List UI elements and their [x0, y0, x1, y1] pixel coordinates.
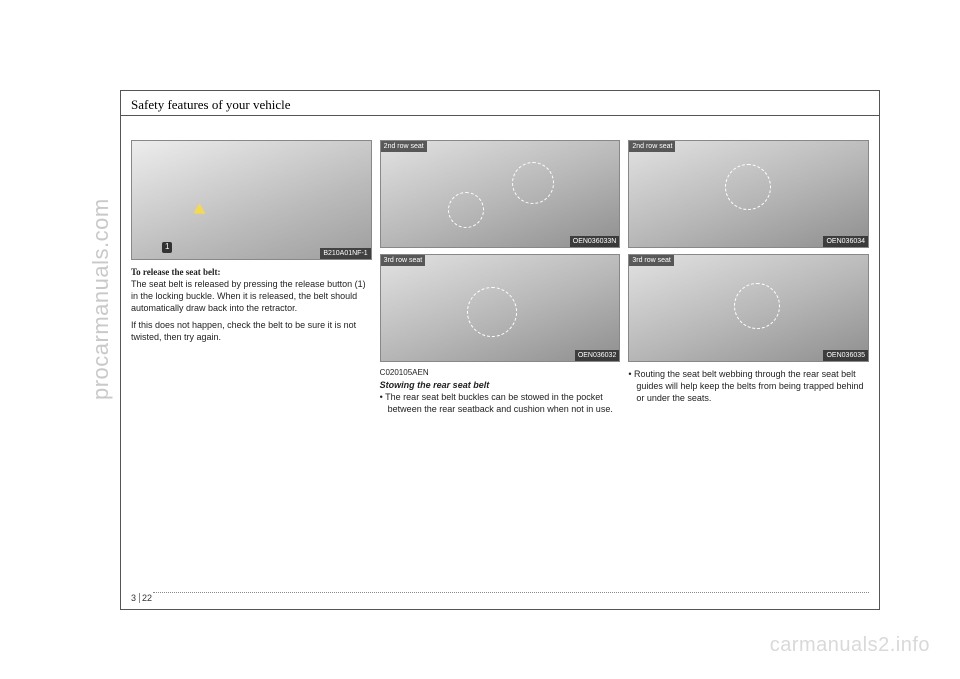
arrow-icon: [191, 203, 206, 218]
highlight-circle: [467, 287, 517, 337]
column-2: 2nd row seat OEN036033N 3rd row seat OEN…: [380, 140, 621, 415]
bottom-watermark: carmanuals2.info: [770, 634, 930, 657]
figure-release-belt: 1 B210A01NF-1: [131, 140, 372, 260]
figure-3rd-row-buckle: 3rd row seat OEN036032: [380, 254, 621, 362]
figure-code: OEN036032: [575, 350, 620, 361]
manual-page: Safety features of your vehicle 1 B210A0…: [120, 90, 880, 610]
footer-dotline: [153, 592, 869, 593]
release-text-1: The seat belt is released by pressing th…: [131, 278, 372, 314]
chapter-number: 3: [131, 593, 140, 603]
section-code: C020105AEN: [380, 368, 621, 379]
highlight-circle: [512, 162, 554, 204]
figure-code: OEN036033N: [570, 236, 620, 247]
figure-code: OEN036035: [823, 350, 868, 361]
callout-1: 1: [162, 242, 172, 253]
figure-label: 3rd row seat: [381, 255, 426, 266]
stowing-bullet: • The rear seat belt buckles can be stow…: [380, 391, 621, 415]
release-heading: To release the seat belt:: [131, 266, 372, 278]
figure-code: B210A01NF-1: [320, 248, 370, 259]
figure-label: 2nd row seat: [629, 141, 675, 152]
routing-bullet: • Routing the seat belt webbing through …: [628, 368, 869, 404]
page-header: Safety features of your vehicle: [121, 91, 879, 116]
column-1: 1 B210A01NF-1 To release the seat belt: …: [131, 140, 372, 415]
stowing-bullet-text: The rear seat belt buckles can be stowed…: [385, 392, 613, 414]
figure-3rd-row-guide: 3rd row seat OEN036035: [628, 254, 869, 362]
column-3: 2nd row seat OEN036034 3rd row seat OEN0…: [628, 140, 869, 415]
highlight-circle: [734, 283, 780, 329]
figure-2nd-row-buckle: 2nd row seat OEN036033N: [380, 140, 621, 248]
page-no: 22: [142, 593, 152, 603]
stowing-subhead: Stowing the rear seat belt: [380, 379, 621, 391]
highlight-circle: [448, 192, 484, 228]
release-text-2: If this does not happen, check the belt …: [131, 319, 372, 343]
figure-2nd-row-guide: 2nd row seat OEN036034: [628, 140, 869, 248]
figure-label: 2nd row seat: [381, 141, 427, 152]
figure-label: 3rd row seat: [629, 255, 674, 266]
figure-code: OEN036034: [823, 236, 868, 247]
side-watermark: procarmanuals.com: [88, 198, 114, 400]
highlight-circle: [725, 164, 771, 210]
page-content: 1 B210A01NF-1 To release the seat belt: …: [121, 116, 879, 421]
routing-bullet-text: Routing the seat belt webbing through th…: [634, 369, 864, 403]
page-number: 322: [131, 593, 152, 603]
